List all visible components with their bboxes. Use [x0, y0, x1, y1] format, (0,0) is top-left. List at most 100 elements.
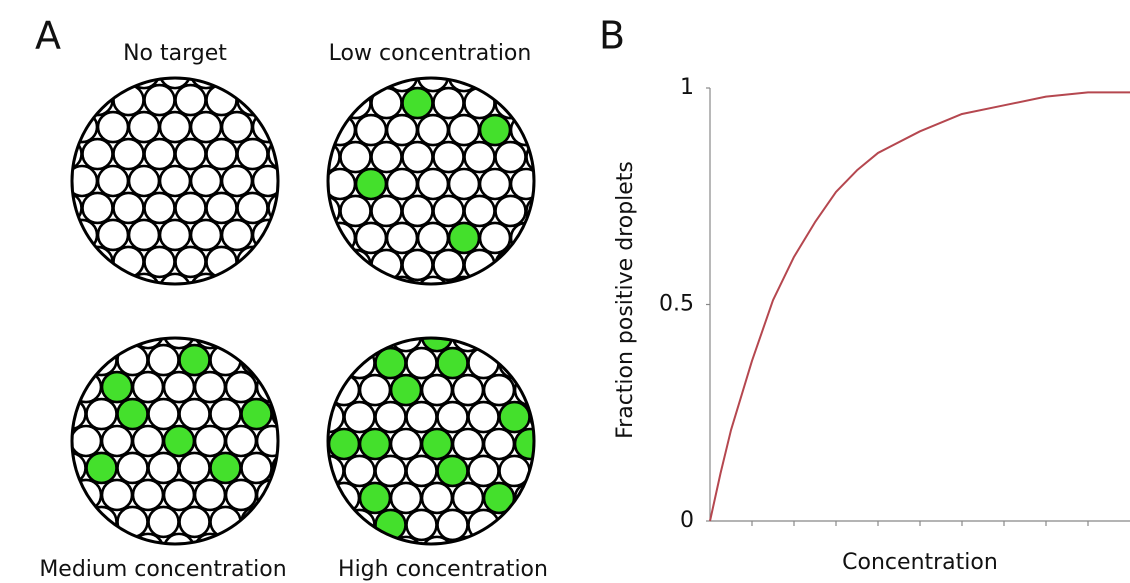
droplet [403, 88, 433, 118]
droplet [145, 85, 175, 115]
panel-label: B [599, 14, 625, 58]
droplet [83, 193, 113, 223]
droplet [438, 402, 468, 432]
panel-label: A [35, 14, 61, 58]
droplet [211, 453, 241, 483]
droplet [118, 345, 148, 375]
droplet [407, 402, 437, 432]
droplet [129, 166, 159, 196]
droplet [222, 220, 252, 250]
droplet [356, 223, 386, 253]
droplet [376, 402, 406, 432]
droplet [438, 456, 468, 486]
droplet [480, 169, 510, 199]
droplet [407, 510, 437, 540]
droplet [438, 510, 468, 540]
droplet [356, 169, 386, 199]
droplet [387, 223, 417, 253]
droplet [164, 318, 194, 348]
y-tick-label: 0.5 [659, 292, 694, 317]
droplet [372, 196, 402, 226]
droplet [164, 372, 194, 402]
droplet [500, 348, 530, 378]
droplet [449, 115, 479, 145]
page: A B No target Low concentration Medium c… [0, 0, 1130, 583]
droplet [191, 220, 221, 250]
droplet [376, 456, 406, 486]
droplet [422, 483, 452, 513]
droplet-panel [56, 318, 303, 564]
droplet [422, 375, 452, 405]
droplet [118, 453, 148, 483]
droplet [434, 250, 464, 280]
droplet [418, 223, 448, 253]
droplet [496, 196, 526, 226]
y-tick-label: 1 [680, 75, 694, 100]
droplet [180, 507, 210, 537]
droplet-panel [314, 321, 561, 567]
droplet [469, 456, 499, 486]
droplet [465, 88, 495, 118]
droplet [238, 247, 268, 277]
droplet [226, 372, 256, 402]
droplet [372, 142, 402, 172]
droplet [360, 375, 390, 405]
droplet [422, 321, 452, 351]
droplet [180, 345, 210, 375]
droplet [133, 480, 163, 510]
droplet [222, 166, 252, 196]
droplet [176, 85, 206, 115]
droplet [329, 429, 359, 459]
droplet-title: No target [123, 41, 227, 66]
droplet [453, 429, 483, 459]
droplet [98, 166, 128, 196]
droplet [226, 426, 256, 456]
droplet-title: High concentration [338, 557, 548, 582]
droplet [391, 483, 421, 513]
droplet [242, 345, 272, 375]
droplet [341, 142, 371, 172]
droplet [449, 169, 479, 199]
droplet [98, 220, 128, 250]
droplet [149, 507, 179, 537]
droplet [180, 453, 210, 483]
droplet [207, 193, 237, 223]
droplet [407, 348, 437, 378]
droplet [453, 375, 483, 405]
droplet [191, 112, 221, 142]
droplet [114, 193, 144, 223]
line-series [710, 92, 1130, 521]
droplet [531, 402, 561, 432]
droplet [238, 193, 268, 223]
droplet [118, 399, 148, 429]
droplet [465, 142, 495, 172]
droplet [98, 112, 128, 142]
droplet [422, 429, 452, 459]
droplet [329, 375, 359, 405]
droplet [469, 402, 499, 432]
droplet [418, 115, 448, 145]
droplet [345, 402, 375, 432]
droplet [403, 142, 433, 172]
droplet-title: Low concentration [329, 41, 532, 66]
droplet [484, 429, 514, 459]
droplet [480, 115, 510, 145]
droplet [83, 247, 113, 277]
droplet [160, 112, 190, 142]
droplet [87, 453, 117, 483]
droplet [434, 142, 464, 172]
droplet [145, 139, 175, 169]
figure: A B No target Low concentration Medium c… [0, 0, 1130, 583]
droplet [438, 348, 468, 378]
droplet-panel [310, 61, 557, 307]
droplet [145, 193, 175, 223]
droplet [242, 399, 272, 429]
droplet [434, 196, 464, 226]
droplet [87, 399, 117, 429]
droplet [387, 169, 417, 199]
droplet [211, 399, 241, 429]
droplet [418, 169, 448, 199]
droplet [500, 402, 530, 432]
droplet [403, 196, 433, 226]
droplet [83, 85, 113, 115]
